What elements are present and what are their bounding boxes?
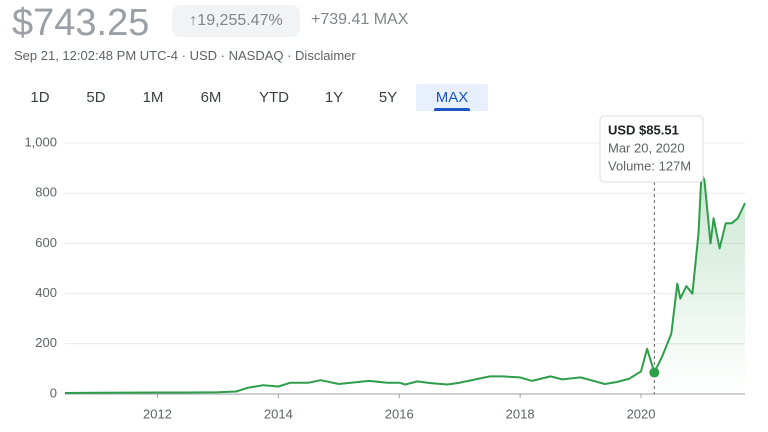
tooltip-volume: Volume: 127M xyxy=(608,158,691,173)
range-button[interactable]: MAX xyxy=(416,84,488,111)
tooltip-date: Mar 20, 2020 xyxy=(608,140,685,155)
change-amount: +739.41 MAX xyxy=(311,11,409,28)
change-badge: ↑19,255.47% xyxy=(172,5,300,37)
price-line xyxy=(64,172,746,394)
tooltip-box xyxy=(599,115,704,183)
y-tick-label: 0 xyxy=(50,385,57,400)
range-button[interactable]: 5D xyxy=(86,89,106,106)
x-tick-label: 2016 xyxy=(385,406,414,421)
price: $743.25 xyxy=(12,2,150,44)
y-tick-label: 400 xyxy=(35,285,57,300)
range-button[interactable]: 6M xyxy=(200,89,222,106)
subtitle: Sep 21, 12:02:48 PM UTC-4 · USD · NASDAQ… xyxy=(14,48,356,63)
hover-marker xyxy=(649,367,660,378)
area-fill xyxy=(654,173,745,394)
tooltip-price: USD $85.51 xyxy=(608,122,679,137)
range-button[interactable]: 1M xyxy=(142,89,164,106)
x-tick-label: 2014 xyxy=(264,406,293,421)
x-tick-label: 2020 xyxy=(627,406,656,421)
x-tick-label: 2018 xyxy=(506,406,535,421)
range-button[interactable]: 1D xyxy=(30,89,50,106)
y-tick-label: 200 xyxy=(35,335,57,350)
range-button[interactable]: YTD xyxy=(259,89,289,106)
x-tick-label: 2012 xyxy=(143,406,172,421)
y-tick-label: 1,000 xyxy=(24,134,57,149)
y-tick-label: 800 xyxy=(35,185,57,200)
range-button[interactable]: 1Y xyxy=(324,89,344,106)
y-tick-label: 600 xyxy=(35,235,57,250)
range-button[interactable]: 5Y xyxy=(378,89,398,106)
